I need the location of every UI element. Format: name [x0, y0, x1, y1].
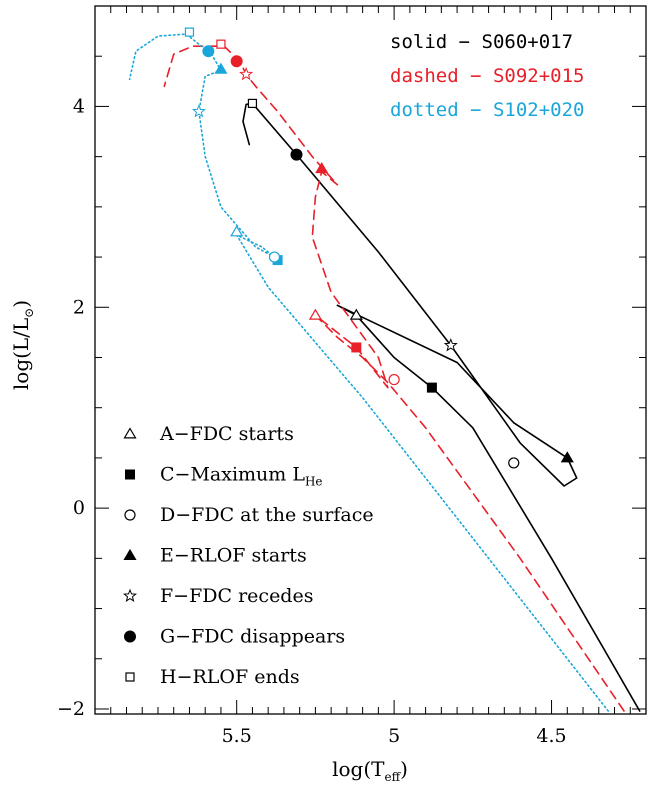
- marker-dashed-open-star: [239, 66, 254, 81]
- legend-label-filled-triangle: E−RLOF starts: [160, 545, 307, 567]
- marker-dotted-filled-triangle: [214, 62, 228, 74]
- y-tick-label: −2: [57, 698, 85, 720]
- marker-dashed-filled-square: [351, 342, 362, 353]
- marker-dashed-open-triangle: [308, 308, 322, 320]
- marker-solid-open-triangle: [349, 308, 363, 320]
- marker-solid-filled-triangle: [560, 451, 574, 463]
- series-legend-dotted: dotted − S102+020: [390, 99, 584, 121]
- marker-solid-filled-circle: [290, 148, 303, 161]
- legend-symbol-filled-circle: [124, 630, 136, 643]
- marker-solid-open-star: [443, 338, 458, 352]
- legend-symbol-open-circle: [124, 509, 136, 521]
- legend-symbol-open-star: [122, 588, 138, 602]
- legend-label-filled-circle: G−FDC disappears: [160, 626, 345, 648]
- marker-legend: A−FDC starts C−Maximum LHe D−FDC at the su…: [122, 423, 374, 688]
- y-tick-label: 4: [73, 95, 85, 117]
- marker-solid-open-square: [247, 98, 258, 109]
- legend-symbol-open-triangle: [123, 427, 137, 439]
- legend-symbol-filled-triangle: [123, 548, 137, 560]
- marker-dashed-filled-circle: [230, 55, 243, 68]
- y-tick-label: 2: [73, 296, 85, 318]
- legend-label-open-square: H−RLOF ends: [160, 666, 300, 688]
- series-legend-dashed: dashed − S092+015: [390, 65, 584, 87]
- axis-layer: 5.5 5 4.5 4 2 0 −2: [57, 6, 646, 747]
- x-tick-label: 5: [388, 725, 400, 747]
- legend-symbol-open-square: [125, 672, 135, 682]
- legend-label-filled-square: C−Maximum LHe: [160, 464, 323, 489]
- marker-dashed-open-square: [216, 39, 226, 49]
- series-line-solid: [242, 102, 641, 712]
- y-axis-label: log(L/L⊙): [9, 300, 36, 390]
- marker-dotted-open-square: [184, 27, 195, 37]
- marker-dotted-filled-circle: [202, 45, 215, 58]
- marker-solid-open-circle: [508, 457, 520, 469]
- legend-label-open-triangle: A−FDC starts: [159, 423, 294, 445]
- legend-label-open-circle: D−FDC at the surface: [160, 504, 374, 526]
- marker-dotted-open-star: [191, 104, 206, 118]
- series-legend-solid: solid − S060+017: [390, 31, 573, 53]
- y-tick-label: 0: [73, 497, 85, 519]
- marker-dotted-open-circle: [268, 251, 281, 263]
- series-legend: solid − S060+017 dashed − S092+015 dotted …: [390, 31, 584, 121]
- marker-dashed-open-circle: [388, 373, 400, 386]
- plot-frame: [94, 5, 647, 715]
- legend-symbol-filled-square: [125, 469, 135, 480]
- marker-layer: [184, 27, 574, 469]
- x-tick-label: 5.5: [222, 725, 252, 747]
- x-axis-label: log(Teff): [332, 757, 408, 784]
- series-layer: [128, 33, 641, 712]
- x-tick-label: 4.5: [536, 725, 566, 747]
- marker-dotted-open-triangle: [230, 225, 244, 237]
- marker-dashed-filled-triangle: [315, 162, 329, 174]
- legend-label-open-star: F−FDC recedes: [160, 585, 313, 607]
- series-line-dotted: [128, 33, 609, 712]
- marker-solid-filled-square: [426, 382, 437, 393]
